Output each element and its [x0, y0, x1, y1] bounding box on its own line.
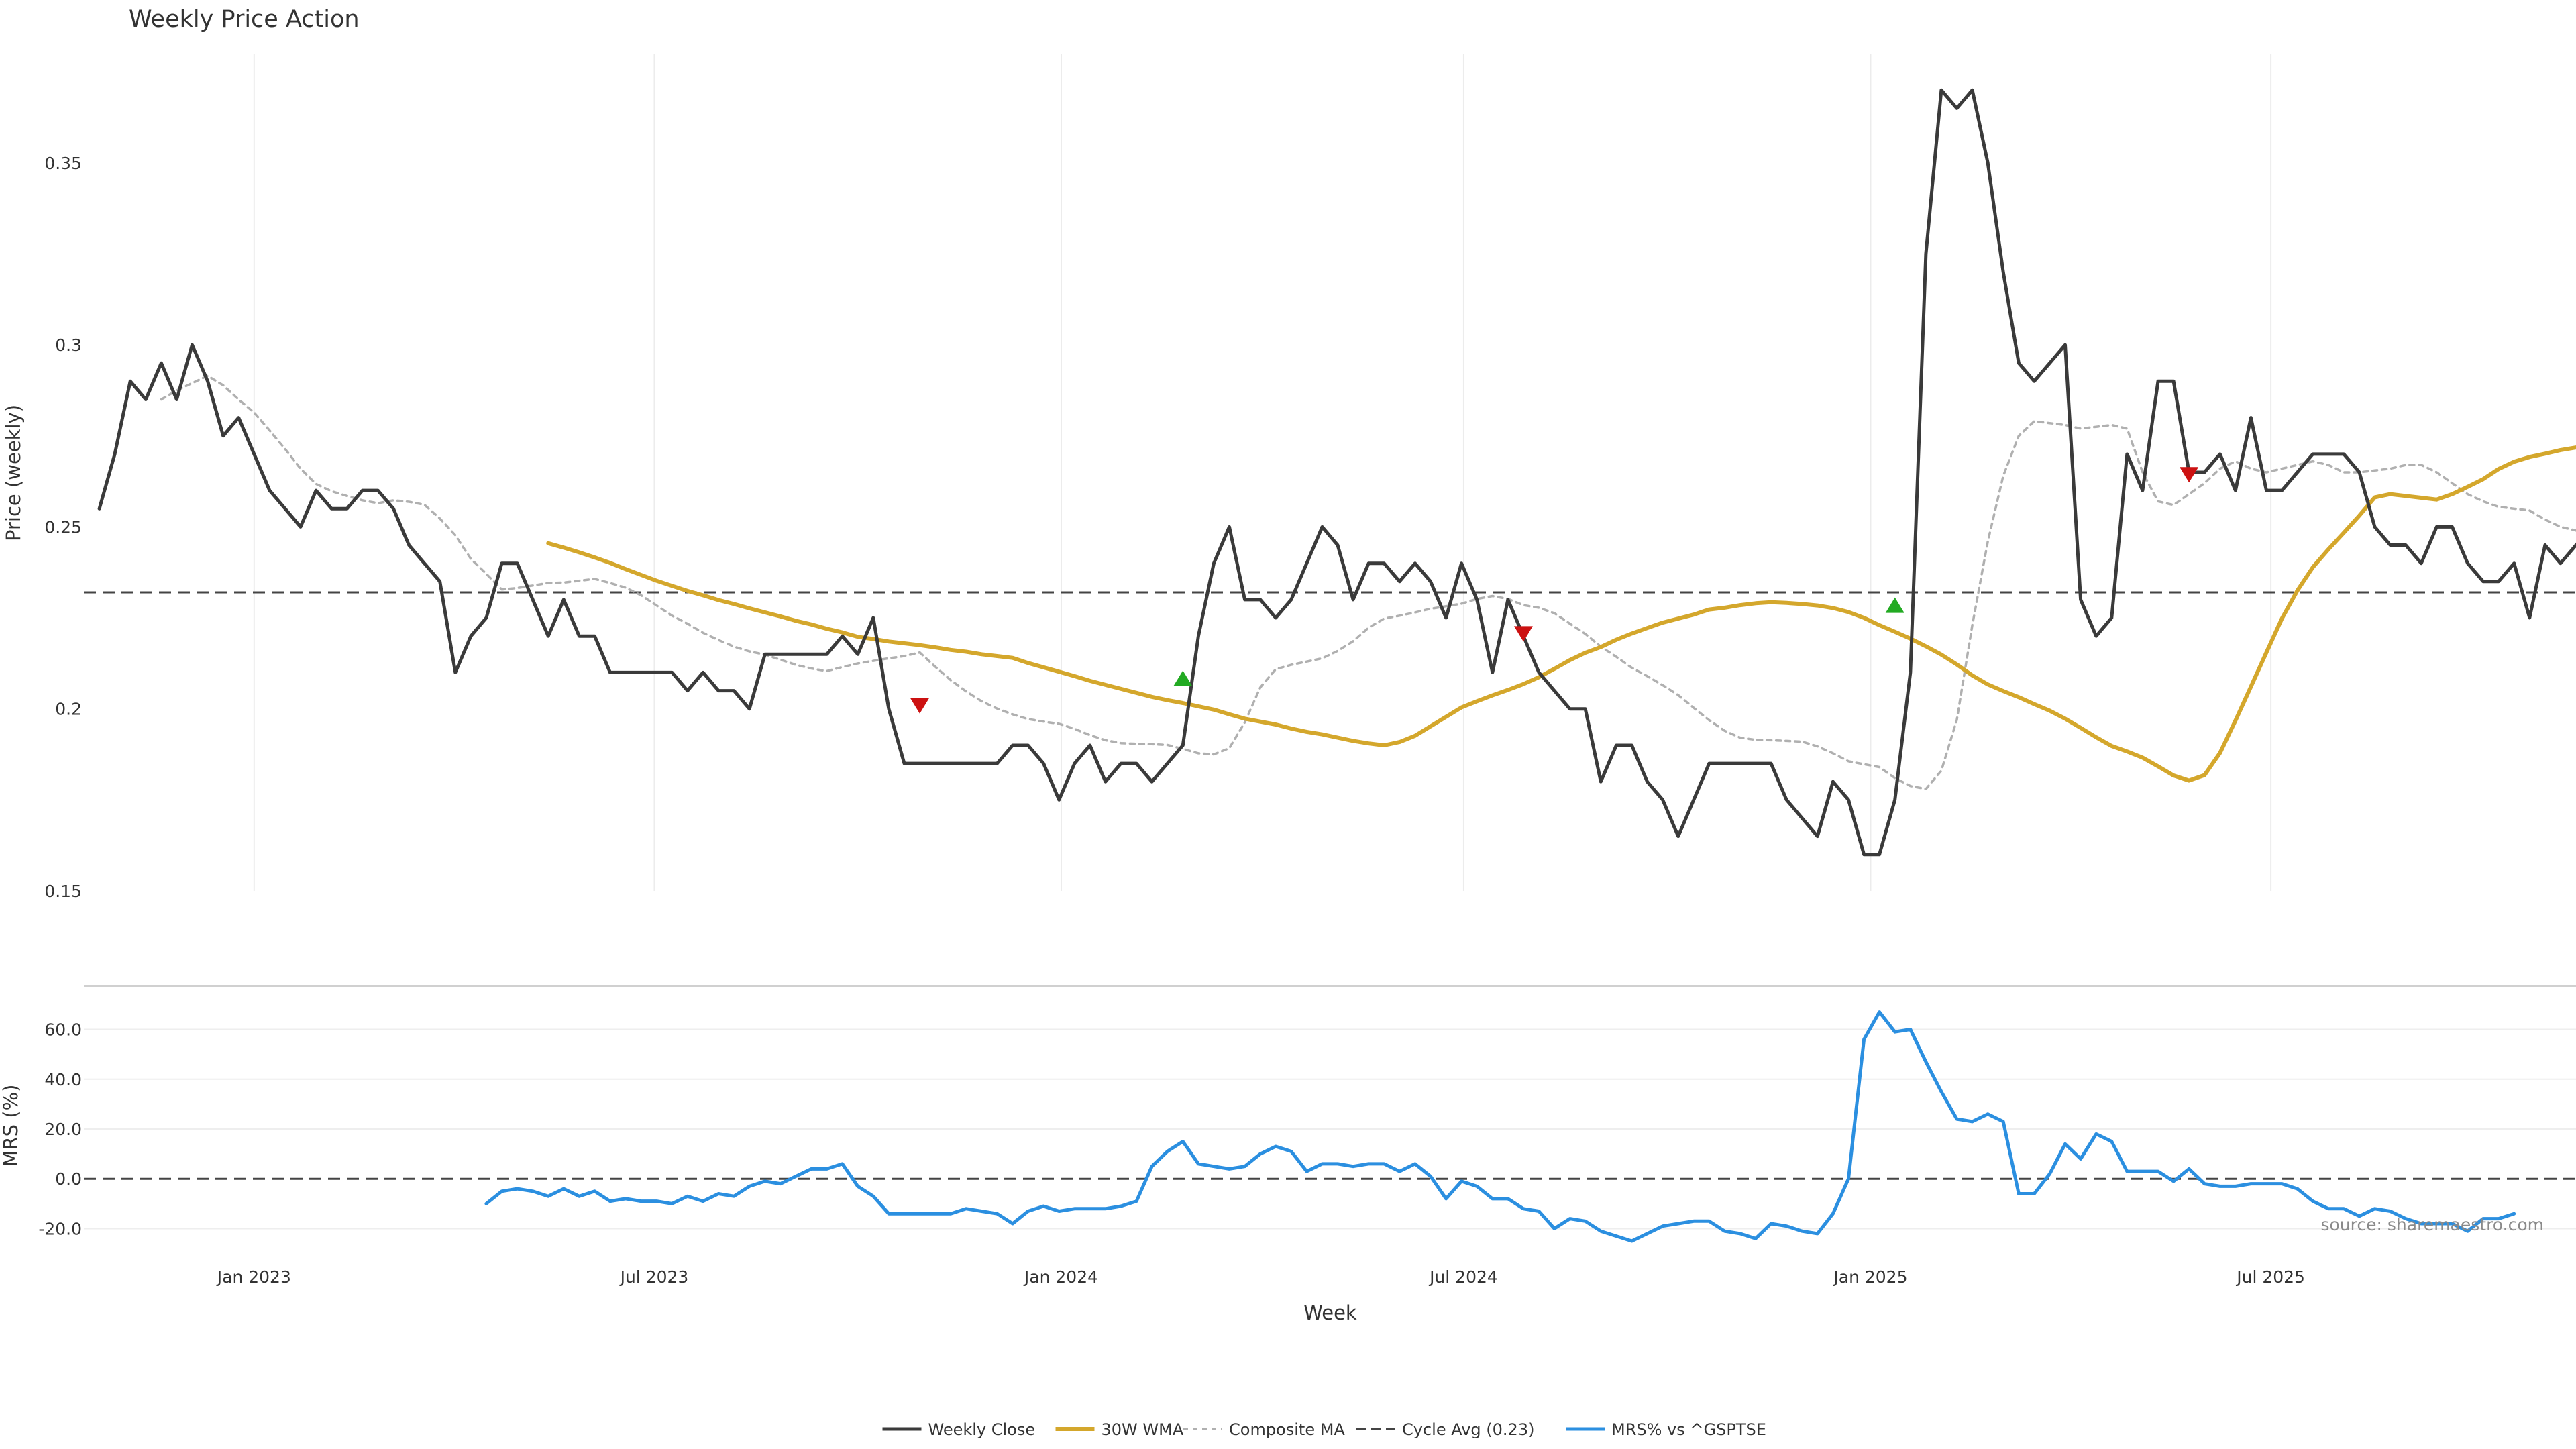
x-tick-label: Jul 2025	[2235, 1267, 2305, 1287]
buy-signal-marker	[1885, 597, 1904, 613]
mrs-y-tick-label: 20.0	[44, 1120, 82, 1139]
price-series-group	[97, 88, 2576, 857]
price-y-ticks: 0.15 0.2 0.25 0.3 0.35	[44, 154, 82, 901]
price-y-tick-label: 0.15	[44, 881, 82, 901]
legend-item: Composite MA	[1183, 1420, 1345, 1439]
legend-item: Weekly Close	[882, 1420, 1036, 1439]
x-tick-label: Jul 2023	[619, 1267, 689, 1287]
sell-signal-marker	[910, 698, 930, 714]
x-tick-label: Jan 2024	[1023, 1267, 1098, 1287]
price-gridlines	[253, 54, 2272, 891]
series-line-composite-ma	[160, 374, 2576, 790]
series-line-30w-wma	[546, 445, 2576, 783]
price-panel: 0.15 0.2 0.25 0.3 0.35	[44, 54, 2576, 901]
sell-signal-marker	[2180, 467, 2199, 483]
price-y-tick-label: 0.3	[55, 335, 82, 355]
chart-title: Weekly Price Action	[129, 6, 360, 33]
legend: Weekly Close 30W WMA Composite MA Cycle Avg…	[882, 1420, 1766, 1439]
buy-signal-marker	[1173, 670, 1193, 686]
mrs-y-ticks: -20.0 0.0 20.0 40.0 60.0	[38, 1020, 82, 1239]
mrs-y-tick-label: 40.0	[44, 1070, 82, 1089]
legend-item: Cycle Avg (0.23)	[1356, 1420, 1534, 1439]
x-axis-label: Week	[1303, 1301, 1357, 1324]
legend-item: MRS% vs ^GSPTSE	[1566, 1420, 1766, 1439]
legend-label: Cycle Avg (0.23)	[1402, 1420, 1534, 1439]
legend-label: 30W WMA	[1102, 1420, 1184, 1439]
sell-signal-marker	[1513, 626, 1533, 642]
x-axis-ticks: Jan 2023 Jul 2023 Jan 2024 Jul 2024 Jan 2025…	[216, 1267, 2305, 1287]
legend-label: Weekly Close	[928, 1420, 1036, 1439]
x-tick-label: Jul 2024	[1428, 1267, 1498, 1287]
legend-item: 30W WMA	[1055, 1420, 1184, 1439]
series-line-mrs	[484, 1010, 2516, 1243]
mrs-y-tick-label: -20.0	[38, 1219, 82, 1238]
x-tick-label: Jan 2025	[1832, 1267, 1907, 1287]
mrs-y-axis-label: MRS (%)	[0, 1085, 22, 1167]
legend-label: MRS% vs ^GSPTSE	[1611, 1420, 1766, 1439]
price-y-tick-label: 0.35	[44, 154, 82, 173]
legend-label: Composite MA	[1229, 1420, 1345, 1439]
series-line-weekly-close	[97, 88, 2576, 857]
price-y-tick-label: 0.25	[44, 517, 82, 537]
mrs-series-group	[484, 1010, 2516, 1243]
mrs-y-tick-label: 0.0	[55, 1169, 82, 1189]
price-y-axis-label: Price (weekly)	[2, 405, 25, 541]
mrs-y-tick-label: 60.0	[44, 1020, 82, 1040]
mrs-gridlines	[84, 1028, 2576, 1230]
source-label: source: sharemaestro.com	[2321, 1215, 2544, 1234]
mrs-panel: -20.0 0.0 20.0 40.0 60.0	[38, 1010, 2576, 1243]
signal-markers	[910, 467, 2199, 714]
price-y-tick-label: 0.2	[55, 700, 82, 719]
x-tick-label: Jan 2023	[216, 1267, 291, 1287]
